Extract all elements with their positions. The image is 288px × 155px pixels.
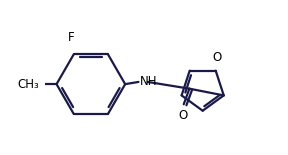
Text: CH₃: CH₃ [17, 78, 39, 91]
Text: O: O [178, 109, 187, 122]
Text: O: O [212, 51, 221, 64]
Text: F: F [68, 31, 75, 44]
Text: NH: NH [140, 75, 157, 89]
